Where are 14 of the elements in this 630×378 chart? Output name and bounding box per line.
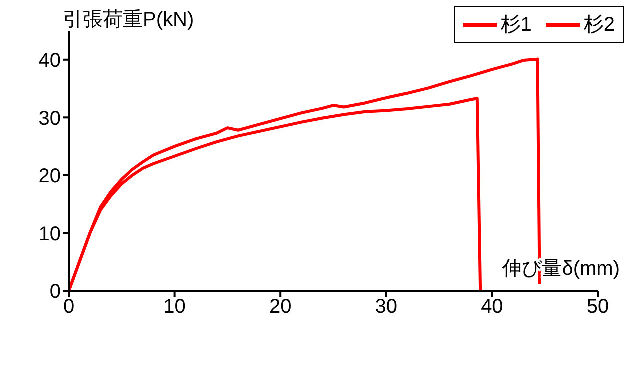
y-tick-label: 0 xyxy=(50,281,61,304)
x-tick-label: 0 xyxy=(63,296,75,318)
legend-label: 杉1 xyxy=(500,13,532,38)
y-tick-label: 30 xyxy=(38,108,61,130)
x-tick-label: 10 xyxy=(164,296,186,318)
x-tick-label: 20 xyxy=(269,296,292,318)
legend-label: 杉2 xyxy=(584,13,615,38)
y-axis-title: 引張荷重P(kN) xyxy=(63,9,194,31)
x-tick-label: 40 xyxy=(481,296,504,318)
x-tick-label: 50 xyxy=(586,296,610,318)
y-tick-label: 20 xyxy=(38,166,61,188)
y-tick-label: 40 xyxy=(38,50,61,72)
x-tick-label: 30 xyxy=(375,296,398,318)
y-tick-label: 10 xyxy=(38,223,61,246)
